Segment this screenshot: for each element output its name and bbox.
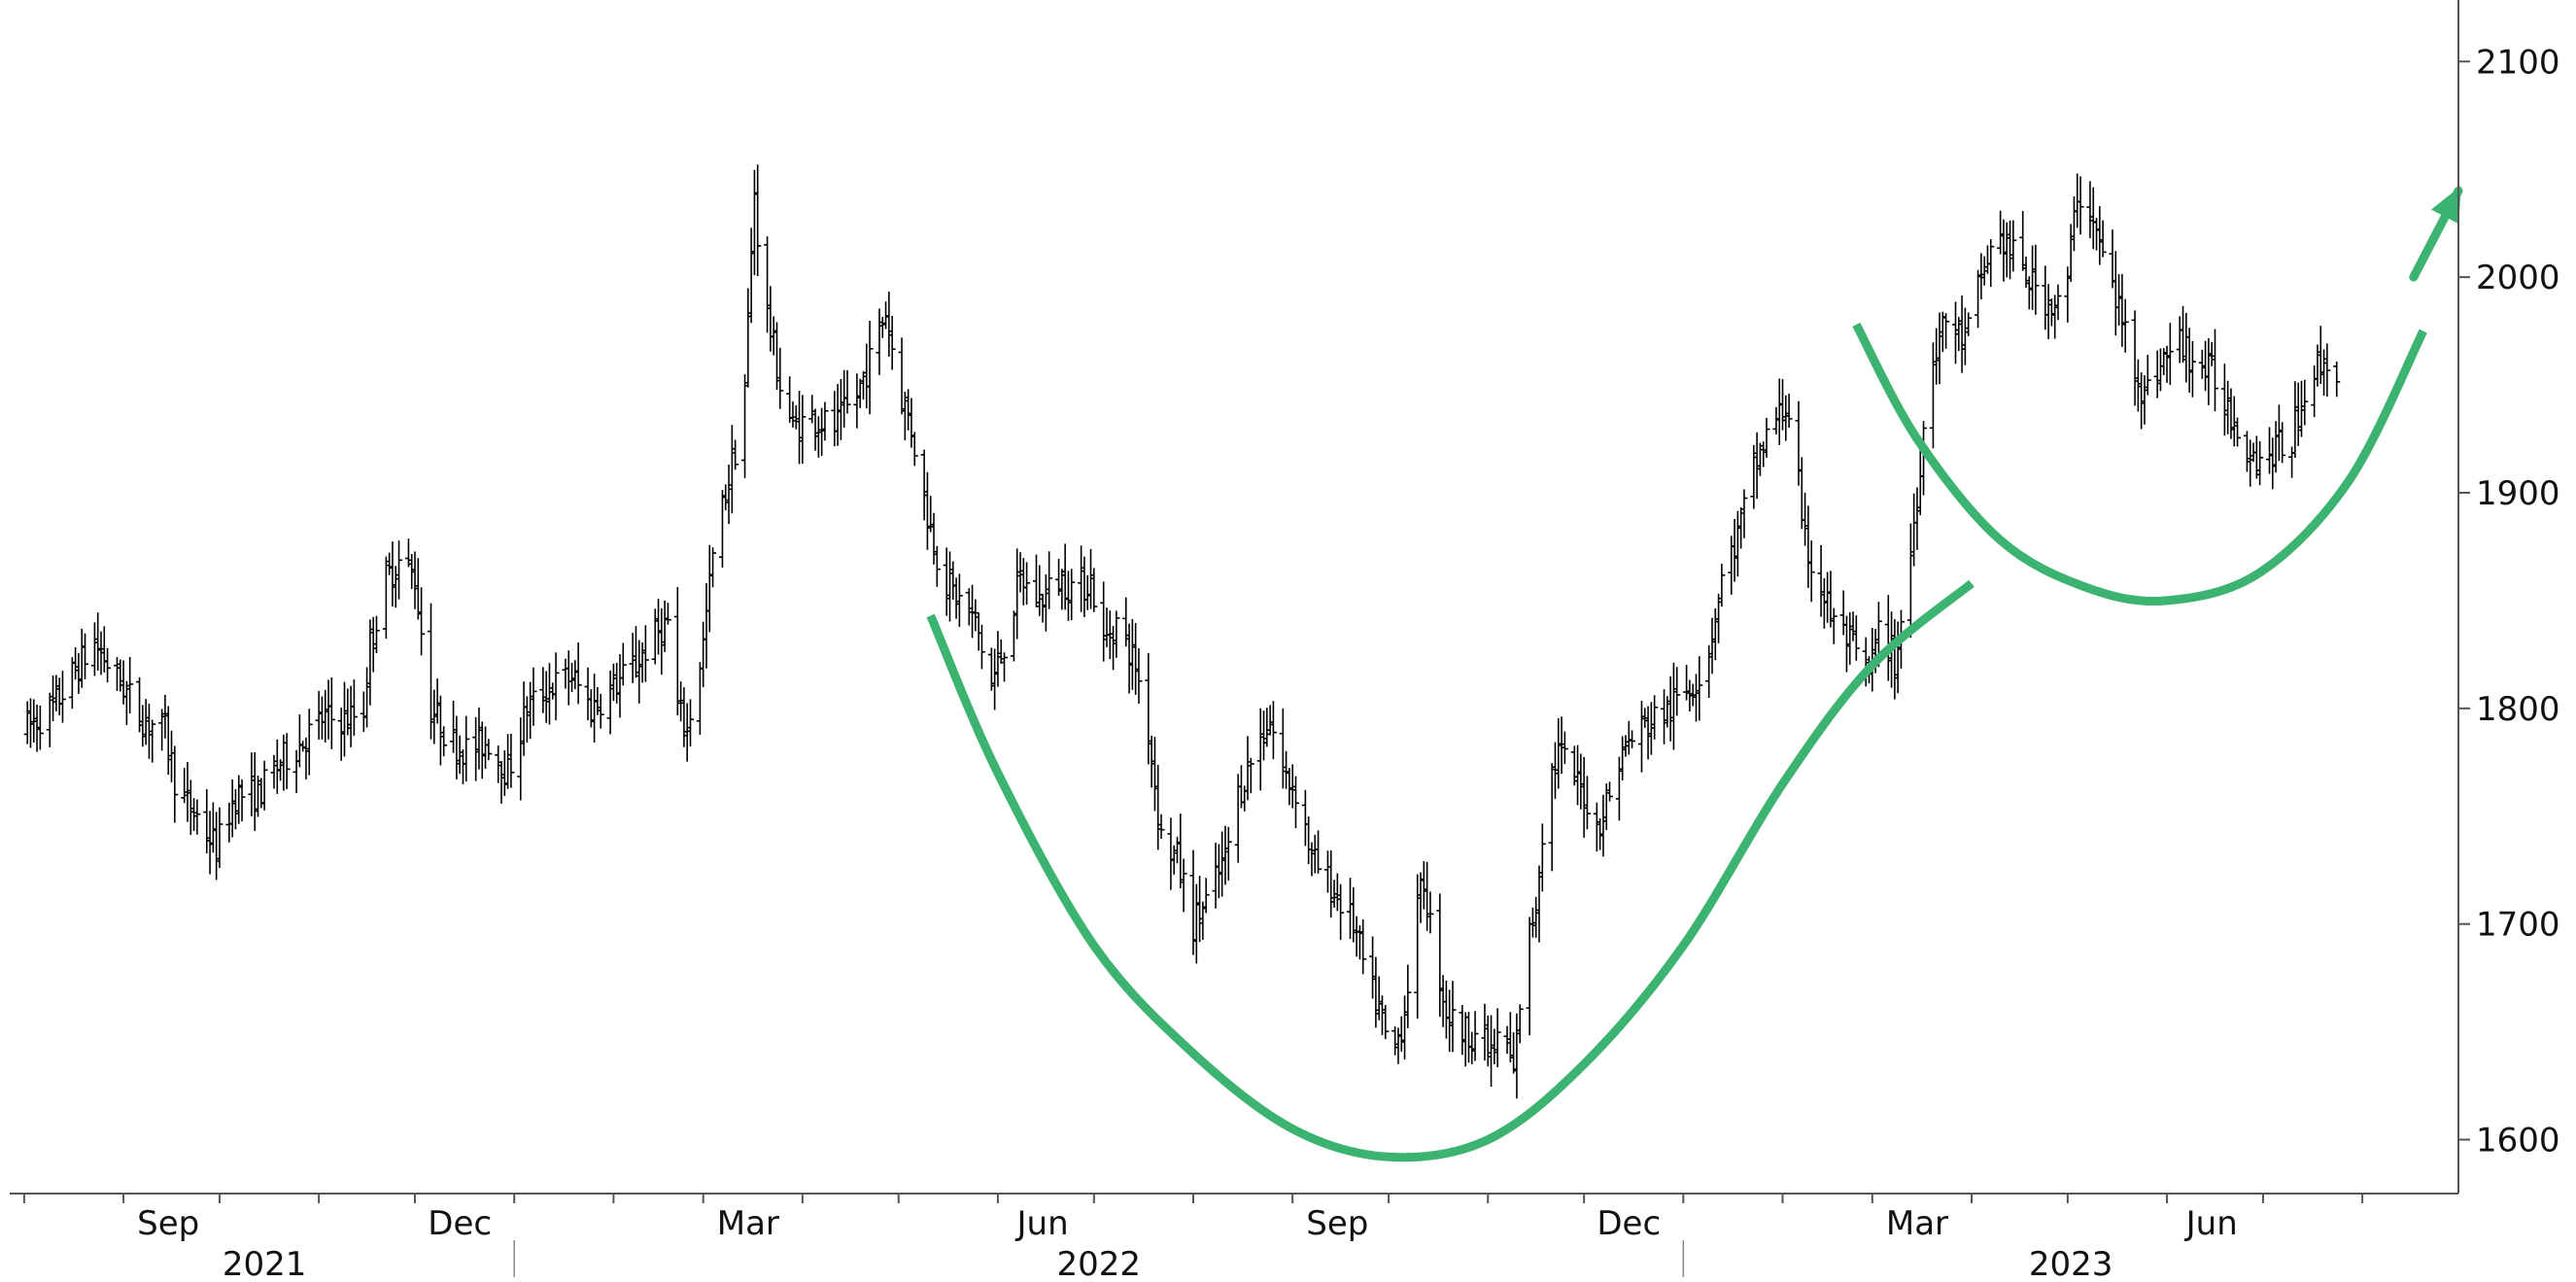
x-month-label: Jun (1015, 1204, 1069, 1243)
y-tick-label: 2000 (2476, 259, 2560, 297)
x-month-label: Sep (137, 1204, 199, 1243)
x-month-label: Dec (428, 1204, 492, 1243)
x-month-label: Jun (2184, 1204, 2238, 1243)
x-month-label: Mar (717, 1204, 779, 1243)
x-year-label: 2021 (223, 1245, 307, 1277)
handle-curve (1852, 322, 2427, 606)
y-tick-label: 1800 (2476, 690, 2560, 729)
y-tick-label: 1600 (2476, 1122, 2560, 1161)
x-month-label: Sep (1306, 1204, 1368, 1243)
x-year-label: 2022 (1056, 1245, 1141, 1277)
trend-arrow-head (2430, 186, 2461, 225)
y-tick-label: 1900 (2476, 474, 2560, 513)
x-month-label: Mar (1886, 1204, 1948, 1243)
y-tick-label: 1700 (2476, 906, 2560, 945)
pattern-annotations (926, 186, 2463, 1162)
y-tick-label: 2100 (2476, 43, 2560, 82)
price-bars (23, 164, 2341, 1099)
x-month-label: Dec (1597, 1204, 1661, 1243)
cup-curve (926, 579, 1975, 1162)
x-year-label: 2023 (2029, 1245, 2113, 1277)
axes: 1600 1700 1800 1900 2000 2100 Sep Dec Mar Jun Sep D… (10, 0, 2560, 1282)
